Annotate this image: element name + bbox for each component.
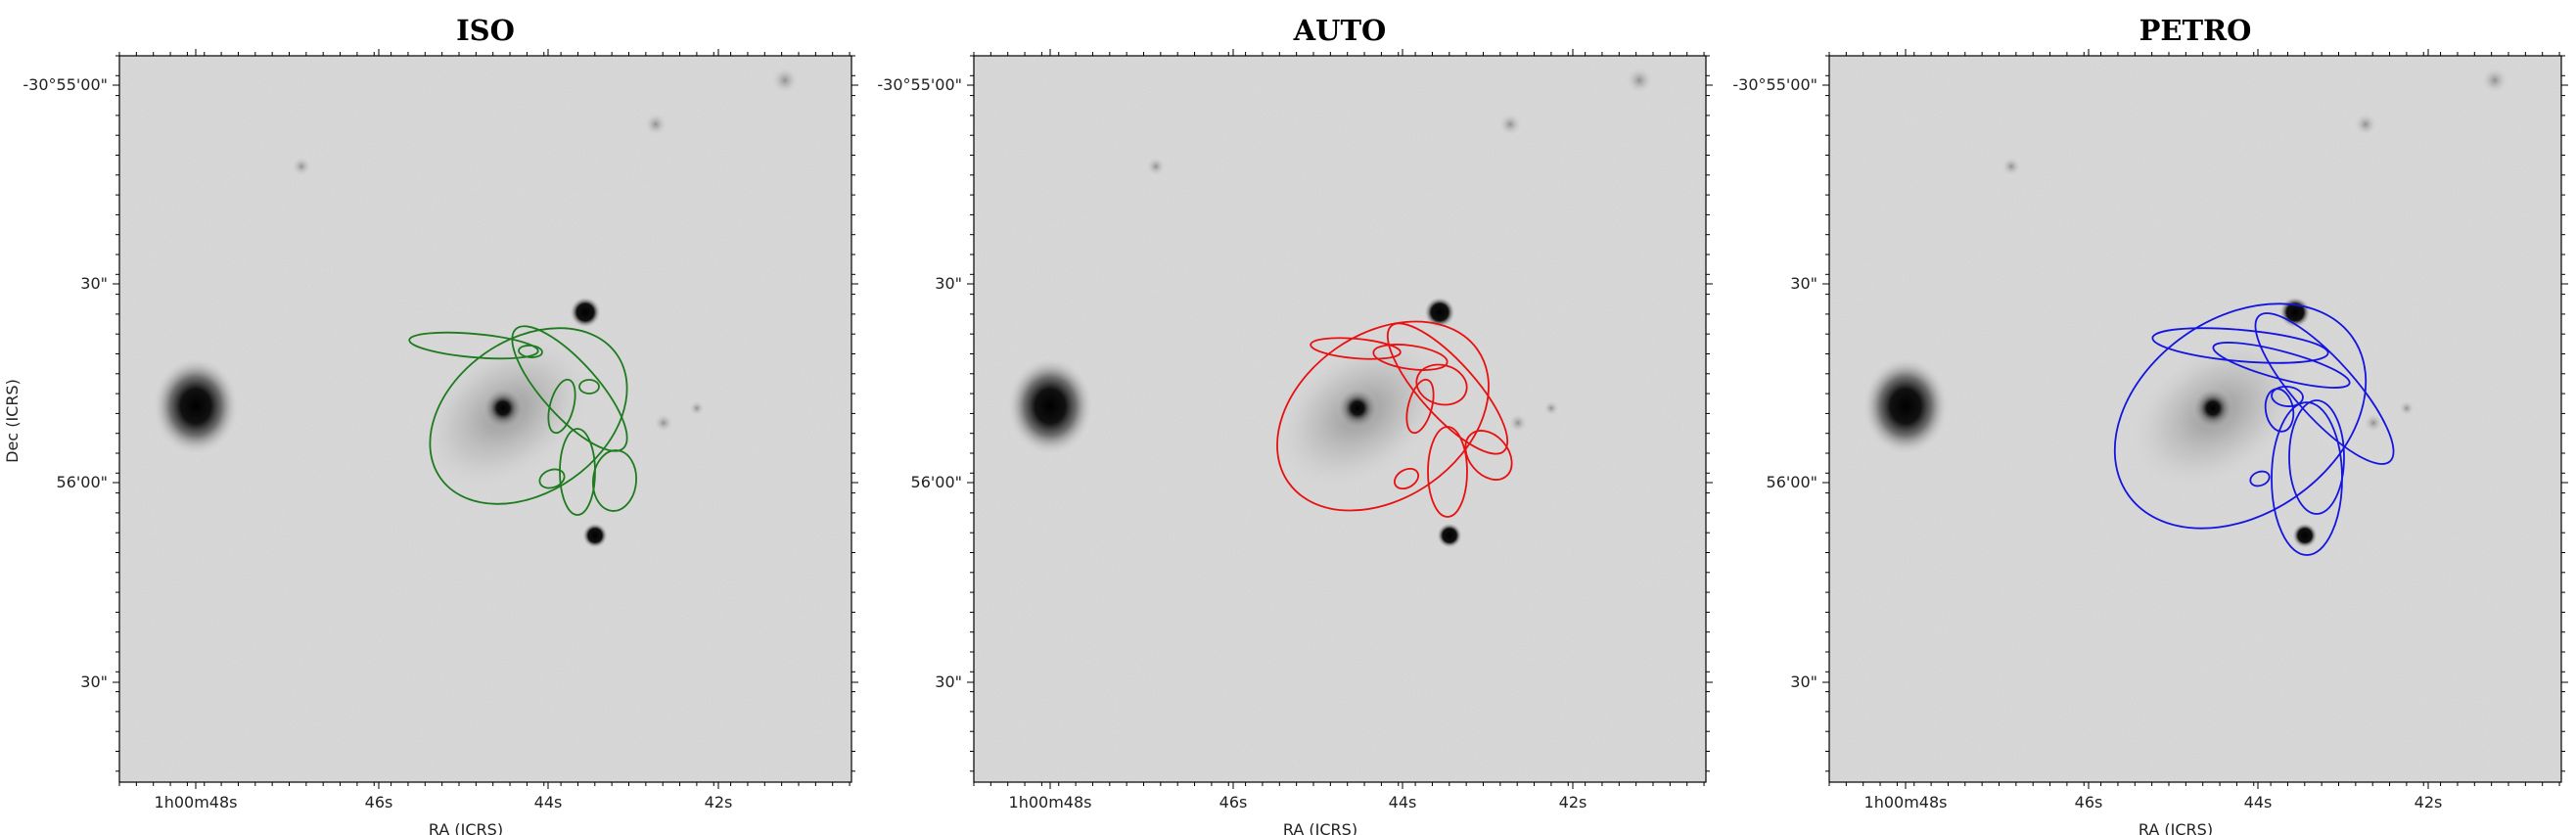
- faint-source: [654, 413, 673, 433]
- spiral-galaxy-core: [2191, 387, 2234, 430]
- faint-source: [292, 157, 311, 176]
- axes-frame: [973, 55, 1707, 783]
- star: [1437, 523, 1462, 548]
- aperture-ellipse: [1427, 426, 1468, 518]
- spiral-galaxy-core: [482, 387, 525, 430]
- panel-title: PETRO: [2139, 14, 2252, 47]
- faint-source: [1508, 413, 1528, 433]
- faint-source: [2364, 413, 2383, 433]
- faint-source: [689, 400, 705, 416]
- panel-iso: ISO -30°55'00" 30" 56'00" 30" 1h00m48s 46s 44s 4…: [23, 14, 858, 835]
- aperture-ellipse: [2249, 470, 2271, 487]
- aperture-ellipse: [408, 331, 539, 360]
- x-tick-label: 1h00m48s: [155, 793, 238, 812]
- aperture-ellipse: [1415, 363, 1468, 406]
- panel-title: AUTO: [1293, 14, 1387, 47]
- faint-source: [2481, 67, 2508, 94]
- star: [1424, 297, 1455, 328]
- faint-source: [2001, 157, 2021, 176]
- panel-title: ISO: [456, 14, 515, 47]
- x-tick-label: 1h00m48s: [1864, 793, 1948, 812]
- elliptical-galaxy: [1007, 357, 1093, 455]
- aperture-ellipse: [429, 327, 628, 505]
- axes-frame: [118, 55, 852, 783]
- aperture-group: [408, 325, 637, 516]
- x-tick-label: 1h00m48s: [1009, 793, 1092, 812]
- y-tick-label: -30°55'00": [23, 75, 108, 94]
- faint-source: [1543, 400, 1559, 416]
- star: [570, 297, 601, 328]
- faint-source: [1146, 157, 1166, 176]
- y-tick-label: 30": [1790, 673, 1817, 691]
- elliptical-galaxy: [1863, 357, 1949, 455]
- aperture-ellipse: [1372, 344, 1449, 371]
- panel-auto: AUTO -30°55'00" 30" 56'00" 30" 1h00m48s 46s 44s…: [877, 14, 1713, 835]
- aperture-ellipse: [2288, 399, 2345, 515]
- panel-petro: PETRO -30°55'00" 30" 56'00" 30" 1h00m48s 46s 44…: [1732, 14, 2568, 835]
- y-tick-label: -30°55'00": [877, 75, 962, 94]
- faint-source: [1626, 67, 1653, 94]
- aperture-group: [1276, 320, 1513, 518]
- aperture-ellipse: [1310, 337, 1402, 360]
- x-tick-label: 42s: [705, 793, 733, 812]
- x-tick-label: 46s: [2075, 793, 2103, 812]
- y-tick-label: 56'00": [57, 473, 108, 491]
- x-tick-label: 44s: [2244, 793, 2273, 812]
- x-axis-label: RA (ICRS): [429, 820, 503, 835]
- faint-source: [771, 67, 799, 94]
- aperture-ellipse: [2151, 327, 2329, 364]
- faint-source: [2399, 400, 2415, 416]
- aperture-ellipse: [1386, 322, 1509, 455]
- y-tick-label: 30": [80, 673, 108, 691]
- star: [582, 523, 608, 548]
- x-axis-label: RA (ICRS): [2139, 820, 2213, 835]
- y-tick-label: 30": [1790, 274, 1817, 293]
- x-tick-label: 44s: [1389, 793, 1417, 812]
- aperture-ellipse: [1276, 320, 1490, 512]
- faint-source: [644, 113, 667, 136]
- y-tick-label: 56'00": [1767, 473, 1817, 491]
- x-tick-label: 42s: [1559, 793, 1587, 812]
- x-tick-label: 44s: [534, 793, 563, 812]
- aperture-ellipse: [578, 379, 600, 394]
- aperture-ellipse: [1393, 467, 1420, 490]
- aperture-ellipse: [592, 449, 637, 512]
- star: [2292, 523, 2318, 548]
- axes-frame: [1828, 55, 2562, 783]
- aperture-ellipse: [1464, 430, 1513, 481]
- faint-source: [2354, 113, 2377, 136]
- y-tick-label: -30°55'00": [1732, 75, 1817, 94]
- y-tick-label: 30": [935, 274, 962, 293]
- x-axis-label: RA (ICRS): [1283, 820, 1357, 835]
- spiral-galaxy-core: [1336, 387, 1379, 430]
- aperture-ellipse: [1405, 378, 1435, 435]
- aperture-ellipse: [2271, 386, 2304, 407]
- aperture-ellipse: [538, 468, 566, 489]
- y-axis-label: Dec (ICRS): [3, 379, 22, 463]
- x-tick-label: 46s: [365, 793, 393, 812]
- x-tick-label: 46s: [1219, 793, 1248, 812]
- y-tick-label: 56'00": [911, 473, 962, 491]
- aperture-ellipse: [547, 378, 576, 435]
- faint-source: [1498, 113, 1522, 136]
- y-tick-label: 30": [935, 673, 962, 691]
- x-tick-label: 42s: [2415, 793, 2443, 812]
- y-tick-label: 30": [80, 274, 108, 293]
- aperture-group: [2113, 302, 2395, 556]
- aperture-ellipse: [518, 345, 543, 358]
- elliptical-galaxy: [153, 357, 239, 455]
